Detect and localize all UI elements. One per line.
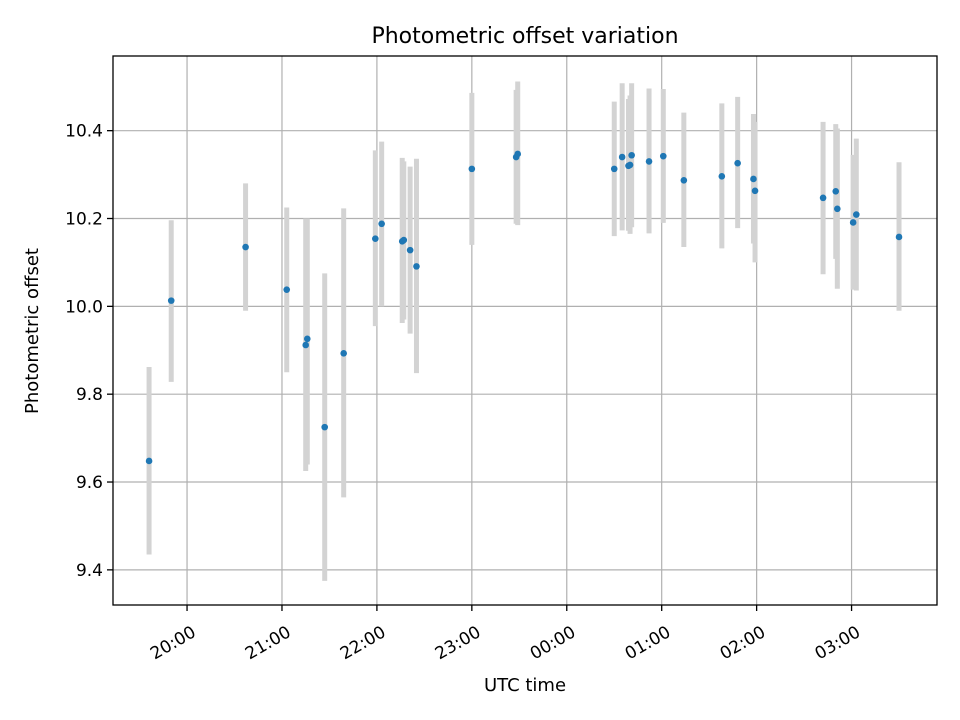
y-tick-label: 10.0 [65, 297, 103, 317]
data-point [242, 243, 249, 251]
data-point [626, 161, 634, 169]
data-point [659, 152, 667, 160]
data-point [610, 165, 618, 173]
y-tick-label: 10.2 [65, 210, 103, 230]
data-point [413, 263, 420, 270]
data-point [321, 423, 328, 431]
data-point [895, 233, 903, 241]
plot-frame [112, 55, 938, 606]
data-point [718, 173, 726, 180]
y-tick-label: 9.6 [76, 473, 103, 493]
y-tick-label: 9.4 [76, 561, 103, 581]
data-point [750, 175, 757, 183]
data-point [751, 187, 759, 195]
data-point [302, 341, 310, 349]
data-point [378, 220, 385, 228]
data-point [832, 187, 840, 195]
data-point [303, 335, 311, 343]
data-point [514, 150, 522, 158]
data-point [145, 457, 153, 465]
chart-title: Photometric offset variation [371, 24, 678, 49]
data-point [628, 151, 635, 159]
data-point [283, 286, 291, 293]
data-point [819, 194, 827, 202]
data-point [406, 246, 414, 254]
data-point [849, 219, 857, 226]
y-axis-label: Photometric offset [22, 248, 43, 414]
data-point [618, 153, 626, 161]
data-point [645, 158, 653, 165]
data-point [167, 297, 175, 304]
data-point [372, 235, 379, 243]
y-tick-label: 10.4 [65, 122, 103, 142]
y-axis-ticks: 9.4 9.6 9.8 10.0 10.2 10.4 [65, 122, 113, 581]
y-tick-label: 9.8 [76, 385, 103, 405]
data-point [400, 236, 408, 244]
data-point [834, 205, 841, 213]
data-point [680, 176, 688, 184]
data-points [145, 150, 903, 465]
data-point [734, 159, 741, 167]
data-point [468, 165, 476, 173]
data-point [340, 350, 347, 357]
x-axis-label: UTC time [484, 675, 566, 696]
data-point [853, 211, 860, 218]
